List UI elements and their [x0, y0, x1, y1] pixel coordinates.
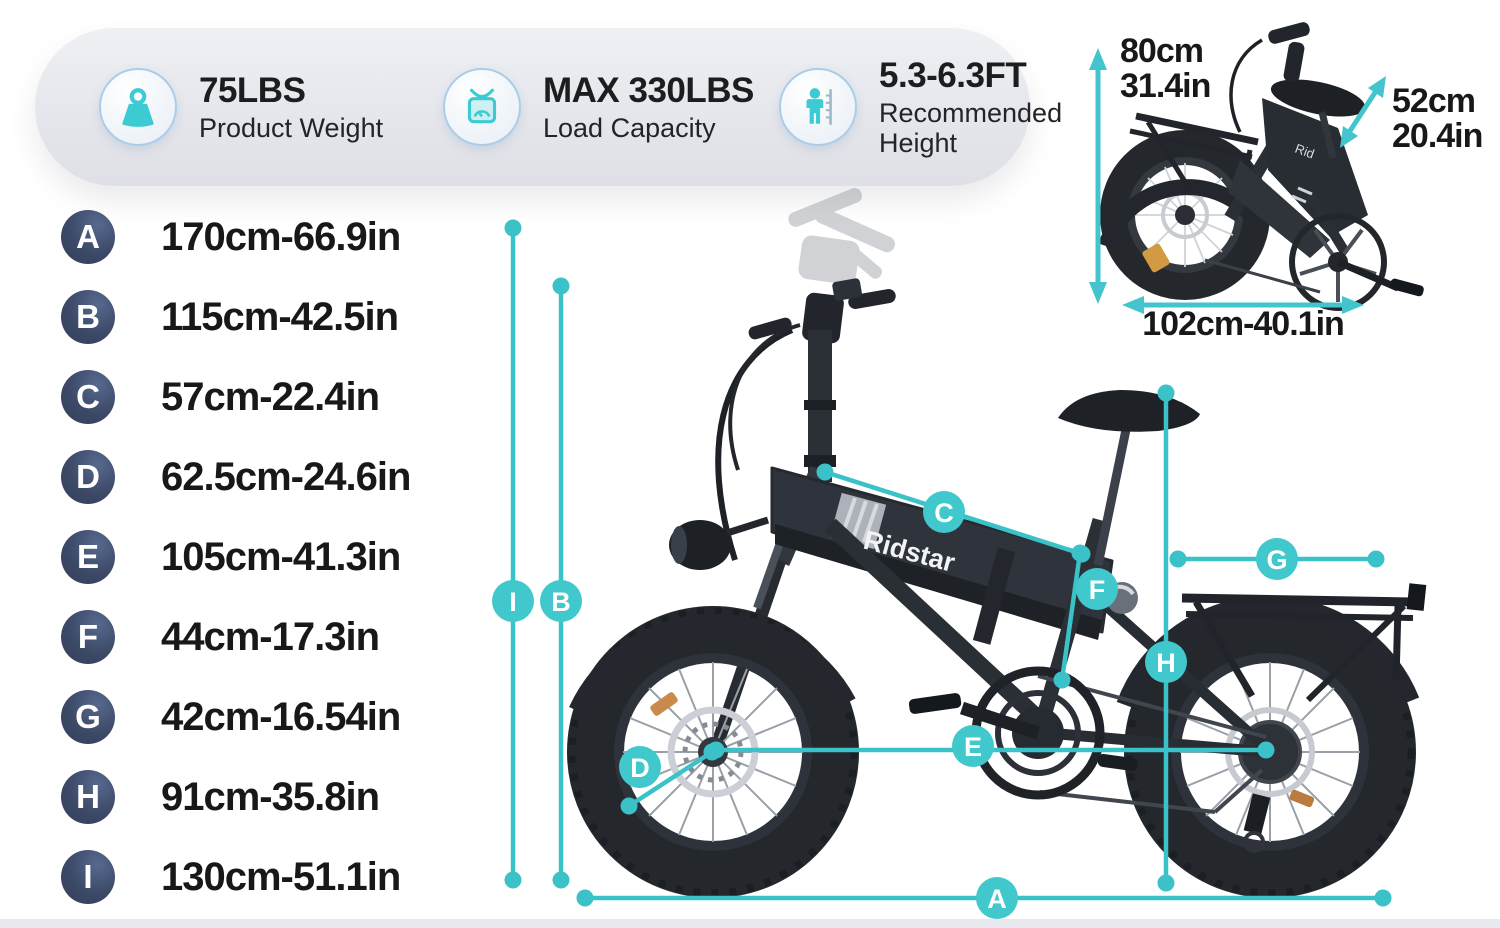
svg-text:C: C [934, 498, 954, 528]
spec-label: Product Weight [199, 112, 384, 143]
dim-line-d [620, 743, 721, 815]
marker-g: G [1256, 538, 1298, 580]
marker-i: I [492, 580, 534, 622]
dimension-row-b: B 115cm-42.5in [61, 277, 410, 357]
svg-text:H: H [1156, 648, 1176, 678]
dim-line-i [504, 219, 522, 889]
marker-d: D [619, 746, 661, 788]
height-icon [779, 68, 857, 146]
spec-value: 75LBS [199, 70, 306, 110]
dim-line-f [1053, 544, 1089, 689]
folded-height-cm: 80cm [1120, 32, 1203, 70]
svg-text:I: I [509, 587, 517, 617]
dimension-badge: G [61, 690, 115, 744]
bottom-divider [0, 919, 1500, 928]
folded-dimension-labels: 80cm 31.4in 52cm 20.4in 102cm-40.1in [1120, 32, 1483, 343]
marker-f: F [1076, 568, 1118, 610]
spec-banner: 75LBS Product Weight MAX 330LBS Load Cap… [35, 28, 1062, 186]
spec-load-capacity: MAX 330LBS Load Capacity [443, 28, 754, 186]
dimension-row-a: A 170cm-66.9in [61, 197, 410, 277]
dimension-badge: H [61, 770, 115, 824]
drivetrain [908, 666, 1271, 853]
spec-recommended-height: 5.3-6.3FT Recommended Height [779, 28, 1084, 186]
svg-text:G: G [1266, 545, 1287, 575]
folded-width-in: 20.4in [1392, 117, 1482, 155]
folded-length: 102cm-40.1in [1142, 305, 1344, 343]
dimension-badge: I [61, 850, 115, 904]
dimension-value: 105cm-41.3in [161, 534, 401, 579]
dimension-row-f: F 44cm-17.3in [61, 597, 410, 677]
marker-h: H [1145, 641, 1187, 683]
folded-fender [1098, 179, 1269, 249]
spec-label: Recommended Height [879, 97, 1063, 158]
svg-text:E: E [964, 732, 982, 762]
marker-e: E [952, 725, 994, 767]
marker-a: A [976, 877, 1018, 919]
dimension-value: 57cm-22.4in [161, 374, 380, 419]
main-bike-illustration: Ridstar [567, 188, 1427, 898]
dimension-row-i: I 130cm-51.1in [61, 837, 410, 917]
spec-value: MAX 330LBS [543, 70, 754, 110]
dimension-badge: D [61, 450, 115, 504]
folded-width-cm: 52cm [1392, 82, 1475, 120]
dimension-badge: E [61, 530, 115, 584]
spec-label: Load Capacity [543, 112, 716, 143]
scale-icon [443, 68, 521, 146]
dimension-value: 42cm-16.54in [161, 694, 401, 739]
dimension-row-h: H 91cm-35.8in [61, 757, 410, 837]
dimension-badge: B [61, 290, 115, 344]
dimension-row-d: D 62.5cm-24.6in [61, 437, 411, 517]
rear-rack [1181, 583, 1427, 703]
spec-product-weight: 75LBS Product Weight [99, 28, 383, 186]
dimension-row-e: E 105cm-41.3in [61, 517, 410, 597]
dimension-value: 62.5cm-24.6in [161, 454, 411, 499]
folded-crank-wheel [1204, 213, 1424, 311]
folded-handlebar [1229, 22, 1310, 133]
folded-dimension-arrows [1089, 48, 1386, 314]
marker-c: C [923, 491, 965, 533]
dimension-value: 115cm-42.5in [161, 294, 399, 339]
dimension-value: 130cm-51.1in [161, 854, 401, 899]
dim-line-h [1157, 384, 1175, 892]
dimension-list: A 170cm-66.9in B 115cm-42.5in C 57cm-22.… [61, 197, 411, 917]
svg-text:D: D [630, 753, 650, 783]
dimension-badge: F [61, 610, 115, 664]
svg-text:B: B [551, 587, 571, 617]
dimension-markers: A B C D E F G H I [492, 491, 1298, 919]
folded-saddle [1270, 79, 1366, 159]
weight-icon [99, 68, 177, 146]
dimension-value: 170cm-66.9in [161, 214, 401, 259]
dimension-value: 91cm-35.8in [161, 774, 380, 819]
saddle [1058, 390, 1200, 566]
spec-value: 5.3-6.3FT [879, 55, 1027, 95]
folded-brand-label: Rid [1293, 141, 1316, 162]
dimension-row-c: C 57cm-22.4in [61, 357, 410, 437]
dimension-badge: C [61, 370, 115, 424]
dimension-badge: A [61, 210, 115, 264]
dimension-value: 44cm-17.3in [161, 614, 380, 659]
svg-text:A: A [987, 884, 1007, 914]
ghost-handlebar [788, 188, 895, 285]
headlight [669, 516, 770, 570]
marker-b: B [540, 580, 582, 622]
folded-height-in: 31.4in [1120, 67, 1210, 105]
svg-text:F: F [1089, 575, 1106, 605]
front-fender [569, 613, 856, 718]
dimension-row-g: G 42cm-16.54in [61, 677, 410, 757]
folded-bike-illustration: Rid [1098, 22, 1424, 311]
